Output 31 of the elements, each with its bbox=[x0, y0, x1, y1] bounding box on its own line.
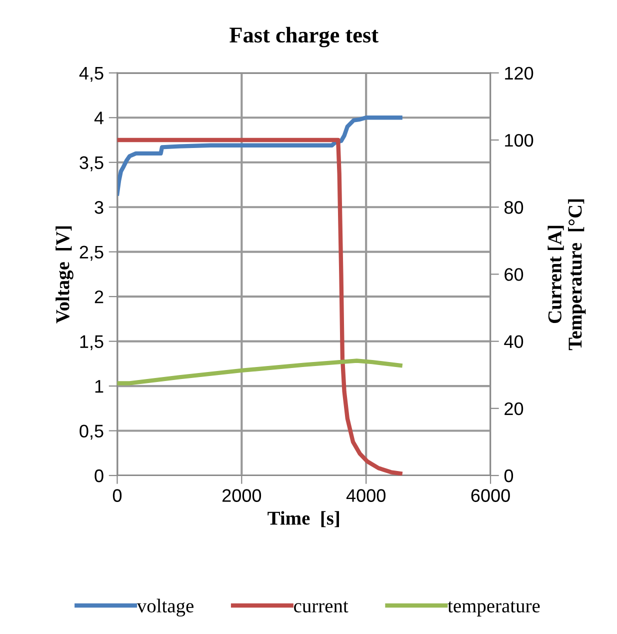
legend-label: current bbox=[294, 601, 348, 612]
x-tick-label: 0 bbox=[112, 489, 122, 502]
legend-label: voltage bbox=[136, 598, 194, 616]
x-tick-label: 6000 bbox=[471, 489, 510, 502]
y2-tick-label: 120 bbox=[505, 66, 534, 80]
y-tick-label: 4,5 bbox=[79, 67, 104, 82]
line-series bbox=[117, 138, 402, 476]
y-tick-label: 2 bbox=[94, 290, 104, 304]
y-tick-label: 1,5 bbox=[80, 335, 104, 350]
y2-tick-label: 20 bbox=[504, 402, 524, 416]
x-tick-label: 4000 bbox=[346, 489, 386, 502]
y-tick-label: 0 bbox=[94, 469, 104, 482]
y-tick-label: 2,5 bbox=[80, 246, 104, 261]
y2-tick-label: 80 bbox=[504, 201, 524, 214]
y-tick-label: 4 bbox=[94, 112, 104, 124]
y-tick-label: 1 bbox=[95, 380, 104, 393]
y2-tick-label: 40 bbox=[504, 335, 524, 348]
x-tick-label: 2000 bbox=[222, 489, 262, 502]
line-series bbox=[117, 358, 402, 386]
chart-title: Fast charge test bbox=[230, 26, 378, 48]
legend-label: temperature bbox=[448, 601, 540, 616]
line-series bbox=[117, 116, 402, 196]
y-tick-label: 3 bbox=[94, 201, 104, 214]
y-axis-title: Voltage [V] bbox=[56, 226, 74, 324]
y-tick-label: 0,5 bbox=[80, 424, 104, 440]
y-tick-label: 3,5 bbox=[80, 156, 104, 172]
y2-axis-title: Current [A] Temperature [°C] bbox=[548, 199, 586, 350]
y2-tick-label: 100 bbox=[505, 134, 534, 147]
y2-tick-label: 60 bbox=[504, 268, 524, 281]
y2-tick-label: 0 bbox=[504, 469, 514, 482]
x-axis-title: Time [s] bbox=[268, 511, 339, 528]
